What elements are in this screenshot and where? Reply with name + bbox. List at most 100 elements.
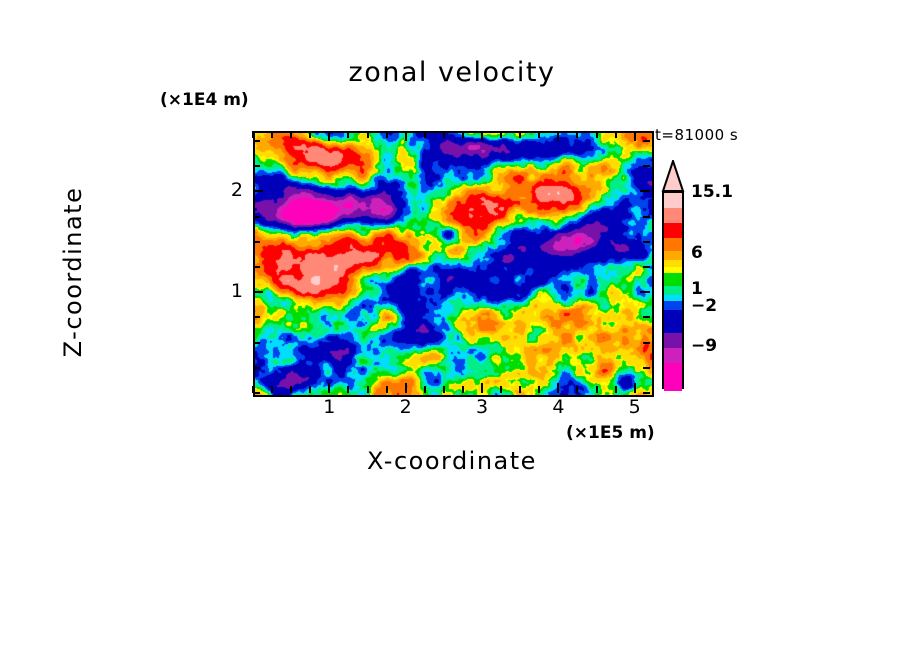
- x-tick-bottom: [461, 386, 464, 393]
- x-tick-top: [576, 131, 579, 138]
- y-tick-left: [253, 240, 260, 243]
- colorbar-tick-label: 6: [691, 243, 703, 263]
- x-tick-label: 4: [552, 396, 565, 418]
- colorbar-band: [664, 208, 682, 224]
- y-tick-right: [643, 266, 650, 269]
- y-tick-left: [253, 165, 260, 168]
- colorbar-band: [664, 301, 682, 311]
- x-tick-label: 1: [323, 396, 336, 418]
- x-tick-bottom: [557, 383, 560, 393]
- y-tick-left: [253, 366, 260, 369]
- x-tick-top: [366, 131, 369, 138]
- x-tick-top: [347, 131, 350, 138]
- y-tick-left: [253, 215, 260, 218]
- x-tick-bottom: [290, 386, 293, 393]
- x-tick-label: 5: [628, 396, 641, 418]
- colorbar-bands: [662, 191, 684, 392]
- x-axis-unit-label: (×1E5 m): [566, 423, 655, 443]
- colorbar-tick-label: −2: [691, 296, 718, 316]
- y-tick-label: 2: [230, 179, 243, 202]
- y-tick-left: [253, 266, 260, 269]
- y-tick-right: [643, 140, 650, 143]
- y-tick-right: [640, 291, 650, 294]
- x-tick-top: [595, 131, 598, 138]
- x-tick-bottom: [614, 386, 617, 393]
- x-tick-bottom: [481, 383, 484, 393]
- colorbar-band: [664, 259, 682, 267]
- x-tick-top: [328, 131, 331, 141]
- x-tick-label: 2: [399, 396, 412, 418]
- x-tick-top: [519, 131, 522, 138]
- x-tick-label: 3: [475, 396, 489, 418]
- x-tick-bottom: [271, 386, 274, 393]
- y-tick-right: [643, 316, 650, 319]
- y-tick-label: 1: [230, 280, 243, 303]
- y-tick-right: [640, 190, 650, 193]
- contour-field-canvas: [255, 133, 652, 395]
- x-tick-bottom: [519, 386, 522, 393]
- colorbar-band: [664, 347, 682, 364]
- x-tick-bottom: [595, 386, 598, 393]
- x-axis-title: X-coordinate: [367, 447, 537, 475]
- x-tick-bottom: [366, 386, 369, 393]
- colorbar-band: [664, 193, 682, 209]
- x-tick-bottom: [252, 386, 254, 393]
- x-tick-top: [461, 131, 464, 138]
- x-tick-top: [309, 131, 312, 138]
- colorbar-band: [664, 273, 682, 287]
- x-tick-top: [557, 131, 560, 141]
- x-tick-top: [404, 131, 407, 141]
- colorbar-band: [664, 238, 682, 252]
- colorbar-band: [664, 223, 682, 239]
- y-tick-right: [643, 392, 650, 394]
- x-tick-top: [614, 131, 617, 138]
- colorbar-band: [664, 332, 682, 349]
- plot-area: [253, 131, 654, 397]
- colorbar-band: [664, 266, 682, 274]
- x-tick-bottom: [633, 383, 636, 393]
- y-tick-left: [253, 190, 263, 193]
- x-tick-top: [252, 131, 254, 138]
- x-tick-bottom: [328, 383, 331, 393]
- colorbar-band: [664, 251, 682, 261]
- y-tick-right: [643, 165, 650, 168]
- y-axis-title: Z-coordinate: [59, 186, 87, 358]
- x-tick-top: [500, 131, 503, 138]
- y-tick-left: [253, 140, 260, 143]
- y-tick-left: [253, 291, 263, 294]
- x-tick-top: [385, 131, 388, 138]
- y-tick-left: [253, 392, 260, 394]
- x-tick-bottom: [404, 383, 407, 393]
- x-tick-top: [442, 131, 445, 138]
- y-axis-unit-label: (×1E4 m): [160, 90, 249, 110]
- colorbar-band: [664, 362, 682, 392]
- x-tick-bottom: [385, 386, 388, 393]
- x-tick-top: [538, 131, 541, 138]
- colorbar-band: [664, 309, 682, 333]
- colorbar-tick-label: −9: [691, 336, 718, 356]
- x-tick-bottom: [500, 386, 503, 393]
- colorbar-band: [664, 286, 682, 296]
- x-tick-top: [481, 131, 484, 141]
- y-tick-right: [643, 240, 650, 243]
- x-tick-top: [633, 131, 636, 141]
- colorbar-tick-label: 1: [691, 279, 703, 299]
- x-tick-top: [290, 131, 293, 138]
- x-tick-bottom: [309, 386, 312, 393]
- colorbar-band: [664, 294, 682, 302]
- x-tick-bottom: [347, 386, 350, 393]
- x-tick-top: [271, 131, 274, 138]
- x-tick-top: [423, 131, 426, 138]
- colorbar-arrow-cap: [661, 160, 685, 192]
- x-tick-bottom: [423, 386, 426, 393]
- y-tick-right: [643, 366, 650, 369]
- chart-title: zonal velocity: [348, 57, 556, 88]
- y-tick-right: [643, 215, 650, 218]
- y-tick-left: [253, 316, 260, 319]
- x-tick-bottom: [576, 386, 579, 393]
- y-tick-left: [253, 341, 260, 344]
- colorbar: 15.1 6 1 −2 −9: [661, 160, 761, 395]
- colorbar-tick-label: 15.1: [691, 182, 733, 202]
- time-annotation: t=81000 s: [655, 126, 739, 144]
